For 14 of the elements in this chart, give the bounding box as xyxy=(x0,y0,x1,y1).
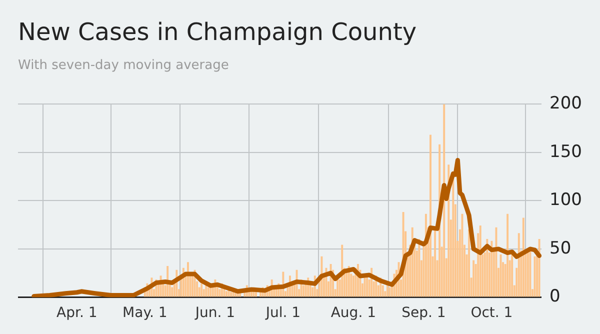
y-tick-label: 0 xyxy=(550,286,560,307)
x-tick-label: Jun. 1 xyxy=(194,305,236,322)
y-tick-label: 150 xyxy=(550,142,582,162)
y-tick-label: 50 xyxy=(550,238,572,258)
chart-title: New Cases in Champaign County xyxy=(18,18,417,46)
y-tick-label: 100 xyxy=(550,190,582,210)
x-tick-label: Jul. 1 xyxy=(264,305,301,322)
x-tick-label: May. 1 xyxy=(122,305,168,322)
x-tick-label: Sep. 1 xyxy=(402,305,446,322)
y-tick-label: 200 xyxy=(550,94,582,114)
chart-subtitle: With seven-day moving average xyxy=(18,58,229,73)
x-tick-label: Aug. 1 xyxy=(330,305,376,322)
x-tick-label: Apr. 1 xyxy=(56,305,98,322)
x-tick-label: Oct. 1 xyxy=(470,305,513,322)
